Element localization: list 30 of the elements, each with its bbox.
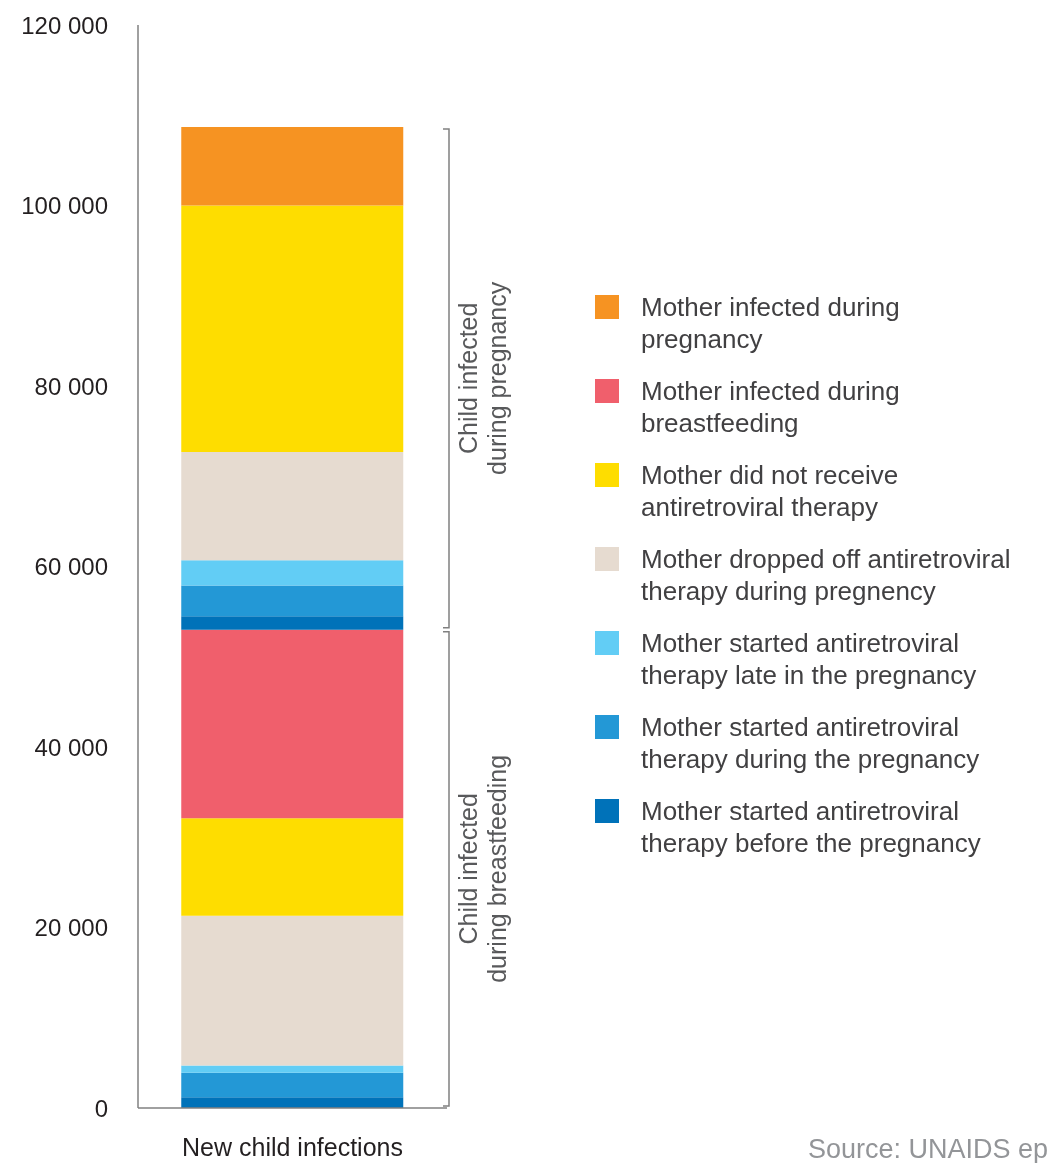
legend-label: Mother infected during breastfeeding: [641, 375, 901, 439]
bar: [181, 629, 404, 819]
x-tick-label: New child infections: [182, 1132, 403, 1161]
legend-label: Mother started antiretroviral therapy late in the pregnancy: [641, 627, 978, 691]
y-tick-label: 40 000: [34, 733, 108, 761]
legend-label: Mother dropped off antiretroviral therapy during pregnency: [641, 543, 1012, 607]
bar: [181, 205, 404, 452]
legend-label: Mother started antiretroviral therapy before the pregnancy: [641, 795, 982, 859]
bar: [181, 1072, 404, 1098]
source-note: Source: UNAIDS ep: [807, 1134, 1048, 1164]
bar: [181, 616, 404, 630]
y-tick-label: 0: [94, 1094, 108, 1122]
bar: [181, 560, 404, 586]
text: Child infected during pregnancy: [454, 281, 511, 475]
bar: [181, 1097, 404, 1108]
bar: [181, 451, 404, 561]
legend-label: Mother started antiretroviral therapy during the pregnancy: [641, 711, 981, 775]
y-tick-label: 120 000: [21, 11, 108, 39]
y-tick-label: 60 000: [34, 553, 108, 581]
bar: [181, 1065, 404, 1073]
bar: [181, 818, 404, 916]
text: Child infected during breastfeeding: [454, 754, 511, 983]
y-tick-label: 20 000: [34, 914, 108, 942]
bar: [181, 126, 404, 206]
bar: [181, 915, 404, 1066]
y-tick-label: 100 000: [21, 192, 108, 220]
y-tick-label: 80 000: [34, 372, 108, 400]
legend-label: Mother infected during pregnancy: [641, 291, 901, 355]
bar: [181, 585, 404, 617]
legend-label: Mother did not receive antiretroviral therapy: [641, 459, 900, 523]
